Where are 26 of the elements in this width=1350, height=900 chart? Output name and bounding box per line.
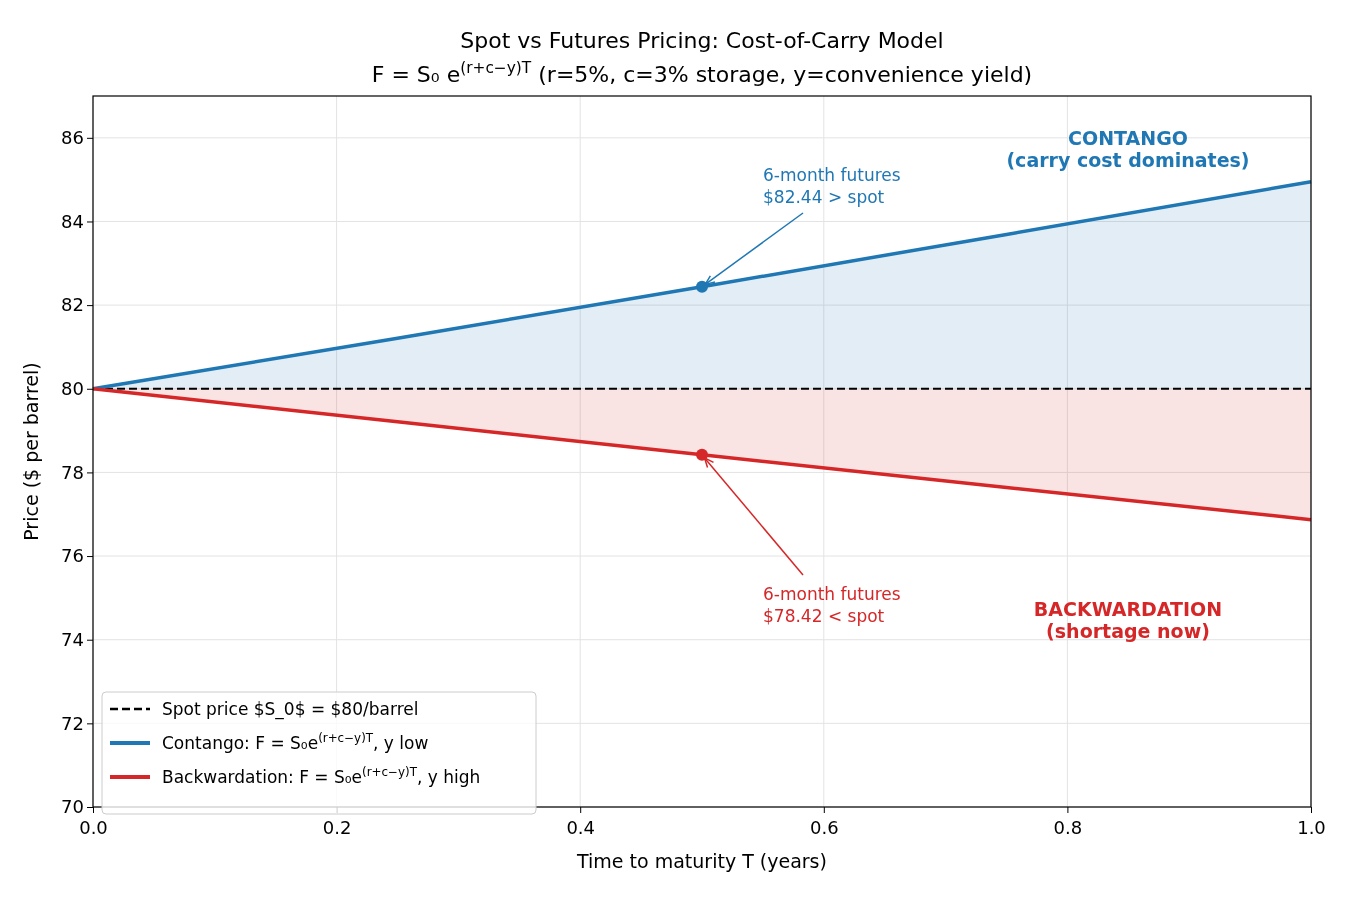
x-tick-label: 0.4 [566,817,596,838]
x-tick-label: 0.2 [322,817,352,838]
legend-label: Spot price $S_0$ = $80/barrel [162,699,419,720]
x-tick-label: 0.8 [1053,817,1083,838]
annotation: 6-month futures $78.42 < spot [763,584,901,626]
y-tick-label: 82 [61,294,84,316]
x-tick-label: 1.0 [1297,817,1326,838]
chart-title: Spot vs Futures Pricing: Cost-of-Carry Model [460,28,944,53]
annotation: BACKWARDATION (shortage now) [1033,598,1223,642]
x-axis-title: Time to maturity T (years) [576,850,827,872]
y-tick-label: 72 [61,712,84,734]
x-tick-label: 0.6 [809,817,839,838]
y-tick-label: 78 [61,461,84,483]
y-tick-label: 80 [61,378,84,400]
annotation: CONTANGO (carry cost dominates) [1006,127,1250,171]
legend-label: Backwardation: F = S₀e$^{(r+c−y)T}$, y high [162,765,481,787]
y-axis-title: Price ($ per barrel) [20,362,42,541]
x-tick-label: 0.0 [79,817,108,838]
y-tick-label: 84 [61,210,84,232]
legend-label: Contango: F = S₀e$^{(r+c−y)T}$, y low [162,731,429,753]
y-tick-label: 86 [61,127,84,149]
y-tick-label: 76 [61,545,84,567]
y-tick-label: 74 [61,628,84,650]
annotation: 6-month futures $82.44 > spot [763,165,901,207]
chart-subtitle: F = S₀ e$^{(r+c−y)T}$ (r=5%, c=3% storage, y=convenience yield) [371,59,1033,87]
y-tick-label: 70 [61,796,84,818]
